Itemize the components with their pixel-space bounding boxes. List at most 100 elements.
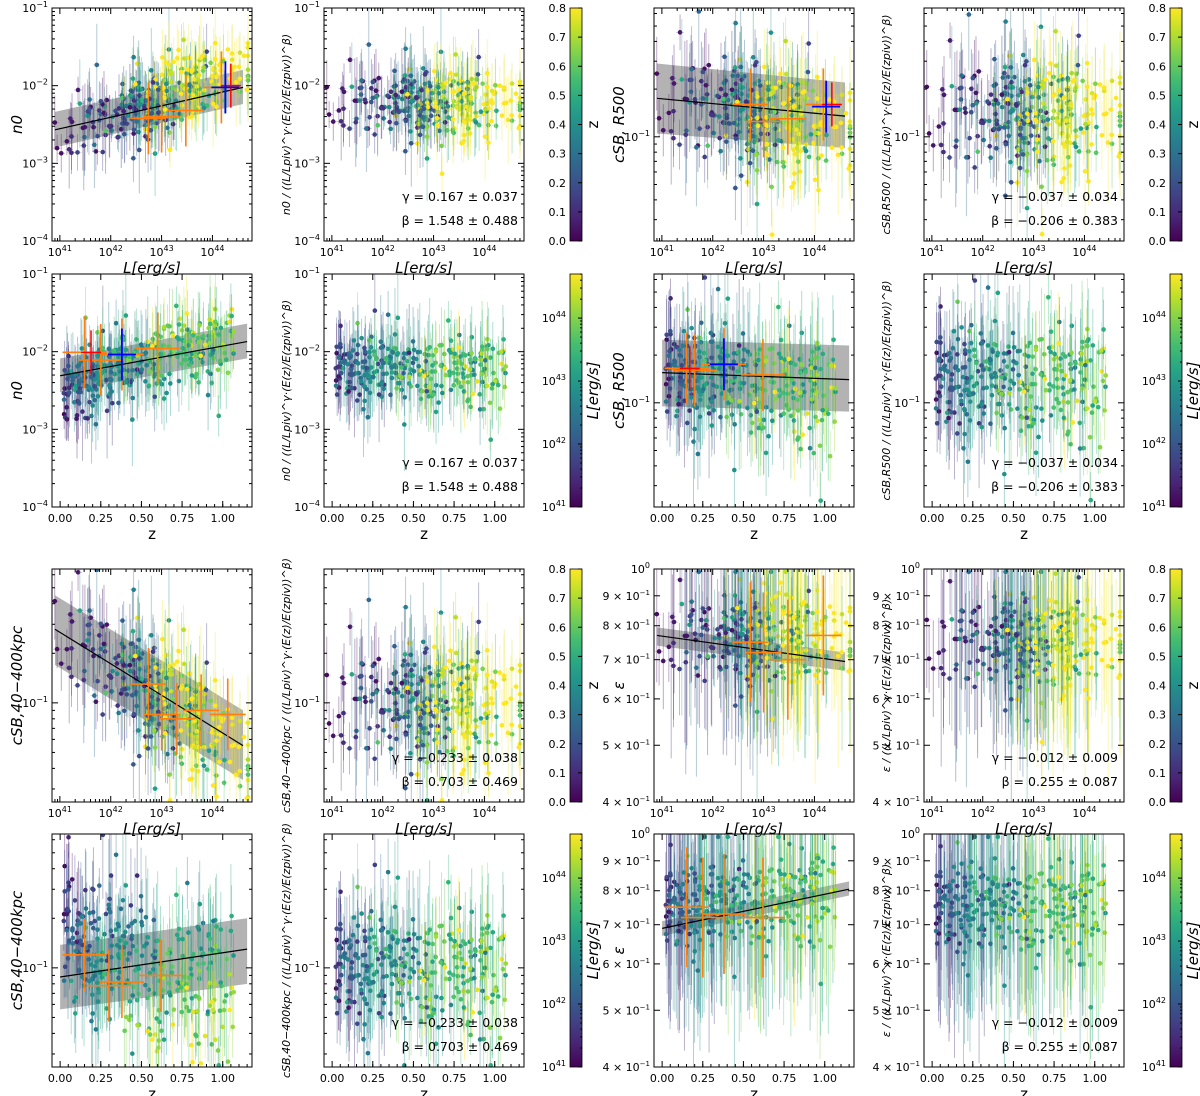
data-point bbox=[131, 131, 136, 136]
data-point bbox=[1036, 84, 1041, 90]
data-point bbox=[81, 143, 87, 148]
data-point bbox=[1066, 123, 1072, 129]
data-point bbox=[388, 89, 394, 95]
data-point bbox=[1038, 108, 1043, 113]
data-point bbox=[788, 83, 794, 89]
data-point bbox=[174, 303, 179, 309]
data-point bbox=[469, 76, 474, 82]
data-point bbox=[69, 150, 74, 156]
data-point bbox=[1084, 60, 1090, 66]
data-point bbox=[755, 94, 760, 100]
data-point bbox=[109, 377, 114, 383]
data-point bbox=[704, 96, 709, 102]
data-point bbox=[488, 98, 494, 103]
data-point bbox=[336, 108, 342, 113]
data-point bbox=[483, 101, 488, 106]
data-point bbox=[677, 30, 683, 35]
data-point bbox=[69, 134, 74, 139]
data-point bbox=[486, 140, 491, 145]
data-point bbox=[970, 102, 976, 108]
data-point bbox=[1089, 142, 1094, 147]
data-point bbox=[64, 139, 70, 144]
data-point bbox=[705, 124, 710, 130]
y-tick-label: 10−4 bbox=[294, 233, 320, 248]
data-point bbox=[668, 128, 674, 134]
data-point bbox=[427, 83, 433, 89]
data-point bbox=[167, 324, 172, 329]
data-point bbox=[1028, 133, 1034, 138]
data-point bbox=[428, 113, 434, 119]
data-point bbox=[174, 87, 179, 93]
data-point bbox=[780, 160, 786, 165]
data-point bbox=[776, 79, 782, 85]
data-point bbox=[436, 84, 441, 90]
data-point bbox=[368, 99, 374, 105]
data-point bbox=[459, 112, 465, 117]
data-point bbox=[1006, 133, 1012, 139]
data-point bbox=[1020, 136, 1026, 141]
data-point bbox=[827, 97, 833, 102]
data-point bbox=[166, 97, 171, 102]
data-point bbox=[1050, 138, 1056, 144]
colorbar-label: z bbox=[584, 120, 602, 128]
data-point bbox=[994, 146, 999, 151]
data-point bbox=[170, 121, 176, 127]
data-point bbox=[118, 126, 124, 132]
data-point bbox=[789, 136, 795, 142]
data-point bbox=[142, 126, 148, 132]
data-point bbox=[846, 166, 852, 172]
data-point bbox=[843, 110, 849, 116]
data-point bbox=[791, 180, 797, 186]
data-point bbox=[459, 98, 465, 104]
data-point bbox=[417, 132, 423, 138]
data-point bbox=[656, 115, 662, 121]
data-point bbox=[781, 81, 786, 86]
data-point bbox=[178, 69, 184, 75]
data-point bbox=[181, 56, 187, 61]
y-tick-label: 10−1 bbox=[294, 0, 320, 15]
data-point bbox=[196, 340, 201, 345]
data-point bbox=[1088, 107, 1094, 112]
data-point bbox=[150, 103, 156, 108]
data-point bbox=[798, 148, 803, 154]
x-tick-label: 1041 bbox=[48, 244, 72, 259]
data-point bbox=[757, 83, 763, 88]
data-point bbox=[415, 102, 420, 108]
colorbar-tick-label: 0.8 bbox=[1149, 2, 1167, 15]
data-point bbox=[1101, 112, 1107, 117]
data-point bbox=[196, 72, 201, 78]
data-point bbox=[139, 367, 145, 372]
axes-frame bbox=[653, 7, 855, 242]
data-point bbox=[388, 126, 393, 132]
data-point bbox=[422, 81, 428, 87]
data-point bbox=[738, 173, 744, 178]
data-point bbox=[1093, 81, 1098, 87]
data-point bbox=[425, 88, 430, 93]
data-point bbox=[1076, 149, 1082, 154]
data-point bbox=[68, 369, 74, 374]
data-point bbox=[138, 101, 143, 107]
data-point bbox=[54, 145, 60, 151]
data-point bbox=[677, 142, 682, 147]
data-point bbox=[992, 126, 997, 132]
data-point bbox=[1012, 74, 1017, 80]
data-point bbox=[1055, 98, 1061, 103]
data-point bbox=[804, 81, 809, 86]
data-point bbox=[210, 101, 216, 107]
data-point bbox=[192, 77, 198, 82]
data-point bbox=[359, 85, 364, 90]
data-point bbox=[733, 20, 738, 26]
data-point bbox=[375, 122, 381, 128]
data-point bbox=[196, 380, 201, 385]
data-point bbox=[1002, 70, 1007, 76]
data-point bbox=[780, 101, 786, 106]
data-point bbox=[87, 97, 92, 102]
data-point bbox=[179, 327, 185, 333]
data-point bbox=[780, 145, 786, 151]
data-point bbox=[225, 47, 231, 52]
data-point bbox=[187, 114, 192, 120]
data-point bbox=[179, 103, 185, 108]
data-point bbox=[209, 380, 215, 386]
data-point bbox=[988, 155, 993, 161]
data-point bbox=[818, 120, 824, 125]
